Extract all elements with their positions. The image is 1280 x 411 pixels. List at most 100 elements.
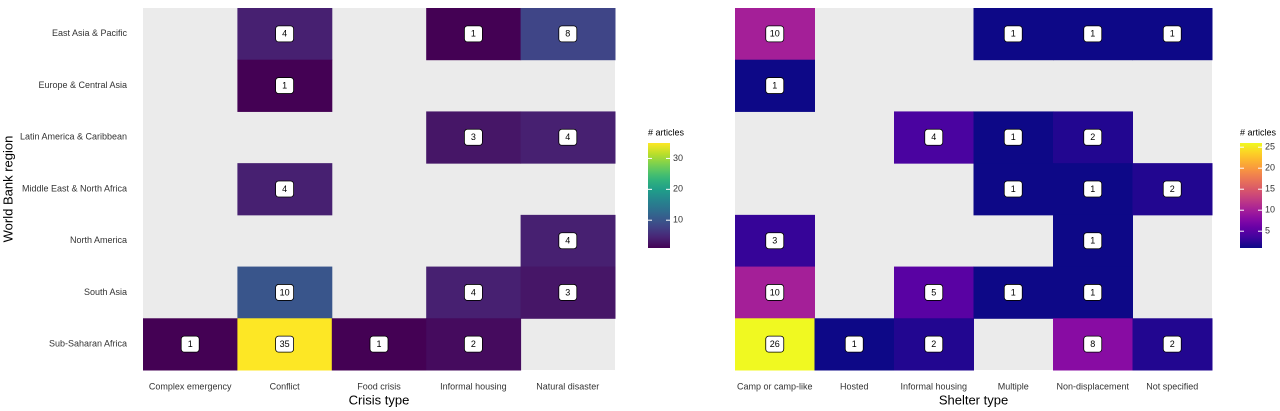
cell-label-box <box>1083 284 1103 301</box>
cell-label-box <box>1083 128 1103 146</box>
cell-label: 2 <box>471 339 476 349</box>
cell-label: 3 <box>565 287 570 297</box>
cell-label: 35 <box>280 339 290 349</box>
cell-label-box <box>765 77 785 94</box>
colorbar <box>648 143 670 248</box>
y-tick-label: Latin America & Caribbean <box>20 132 127 142</box>
cell-label: 3 <box>772 236 777 246</box>
colorbar-tick-label: 30 <box>673 153 683 163</box>
cell-label: 10 <box>280 287 290 297</box>
cell-label: 4 <box>565 132 570 142</box>
cell-label-box <box>463 128 483 146</box>
x-tick-label: Conflict <box>270 381 301 391</box>
cell-label: 1 <box>1170 29 1175 39</box>
x-tick-label: Complex emergency <box>149 381 232 391</box>
cell-label: 1 <box>1011 287 1016 297</box>
cell-label: 1 <box>1011 184 1016 194</box>
cell-label-box <box>1083 232 1103 250</box>
cell-label-box <box>1003 180 1023 198</box>
colorbar-tick-label: 20 <box>1265 163 1275 173</box>
cell-label-box <box>924 128 944 146</box>
colorbar-tick-label: 10 <box>673 215 683 225</box>
cell-label: 4 <box>931 132 936 142</box>
cell-label-box <box>558 232 578 250</box>
colorbar-title: # articles <box>648 127 685 137</box>
cell-label-box <box>1162 180 1182 198</box>
cell-label-box <box>369 335 389 353</box>
y-tick-label: Middle East & North Africa <box>22 183 127 193</box>
cell-label-box <box>765 232 785 250</box>
cell-label: 3 <box>471 132 476 142</box>
cell-label-box <box>924 284 944 301</box>
cell-label: 1 <box>282 80 287 90</box>
cell-label: 1 <box>1090 184 1095 194</box>
x-tick-label: Multiple <box>998 381 1029 391</box>
cell-label: 8 <box>1090 339 1095 349</box>
x-axis-title: Shelter type <box>939 392 1008 407</box>
cell-label-box <box>765 284 785 301</box>
cell-label-box <box>1083 25 1103 43</box>
cell-label: 2 <box>1090 132 1095 142</box>
cell-label-box <box>765 25 785 43</box>
y-tick-label: East Asia & Pacific <box>52 28 128 38</box>
cell-label-box <box>275 25 295 43</box>
cell-label-box <box>1003 284 1023 301</box>
cell-label: 4 <box>565 236 570 246</box>
cell-label-box <box>1003 128 1023 146</box>
cell-label-box <box>924 335 944 353</box>
cell-label-box <box>765 335 785 353</box>
cell-label: 2 <box>1170 184 1175 194</box>
cell-label: 4 <box>282 29 287 39</box>
x-tick-label: Informal housing <box>440 381 507 391</box>
cell-label: 1 <box>188 339 193 349</box>
x-tick-label: Food crisis <box>357 381 401 391</box>
x-tick-label: Natural disaster <box>536 381 599 391</box>
cell-label-box <box>1083 335 1103 353</box>
cell-label: 1 <box>1011 29 1016 39</box>
cell-label: 2 <box>1170 339 1175 349</box>
cell-label-box <box>463 25 483 43</box>
cell-label-box <box>463 335 483 353</box>
y-axis-title: World Bank region <box>0 136 15 243</box>
cell-label-box <box>1162 335 1182 353</box>
colorbar-tick-label: 20 <box>673 184 683 194</box>
y-tick-label: North America <box>70 235 127 245</box>
cell-label: 4 <box>282 184 287 194</box>
cell-label-box <box>1083 180 1103 198</box>
y-tick-label: Sub-Saharan Africa <box>49 339 127 349</box>
cell-label: 1 <box>1011 132 1016 142</box>
cell-label: 10 <box>770 287 780 297</box>
colorbar-tick-label: 5 <box>1265 226 1270 236</box>
x-tick-label: Informal housing <box>900 381 967 391</box>
cell-label-box <box>844 335 864 353</box>
cell-label: 1 <box>1090 287 1095 297</box>
colorbar-tick-label: 15 <box>1265 184 1275 194</box>
cell-label-box <box>558 25 578 43</box>
cell-label-box <box>558 128 578 146</box>
cell-label: 10 <box>770 29 780 39</box>
x-tick-label: Not specified <box>1146 381 1198 391</box>
cell-label: 8 <box>565 29 570 39</box>
cell-label-box <box>275 284 295 301</box>
cell-label: 4 <box>471 287 476 297</box>
cell-label-box <box>275 335 295 353</box>
colorbar-tick-label: 25 <box>1265 142 1275 152</box>
cell-label: 1 <box>471 29 476 39</box>
cell-label-box <box>1162 25 1182 43</box>
x-axis-title: Crisis type <box>349 392 410 407</box>
x-tick-label: Non-displacement <box>1056 381 1129 391</box>
cell-label: 26 <box>770 339 780 349</box>
cell-label-box <box>1003 25 1023 43</box>
cell-label-box <box>275 180 295 198</box>
colorbar <box>1240 143 1262 248</box>
cell-label-box <box>463 284 483 301</box>
y-tick-label: Europe & Central Asia <box>38 80 127 90</box>
cell-label-box <box>275 77 295 94</box>
colorbar-tick-label: 10 <box>1265 205 1275 215</box>
cell-label: 1 <box>1090 29 1095 39</box>
cell-label: 5 <box>931 287 936 297</box>
x-tick-label: Camp or camp-like <box>737 381 813 391</box>
cell-label-box <box>180 335 200 353</box>
cell-label: 1 <box>1090 236 1095 246</box>
